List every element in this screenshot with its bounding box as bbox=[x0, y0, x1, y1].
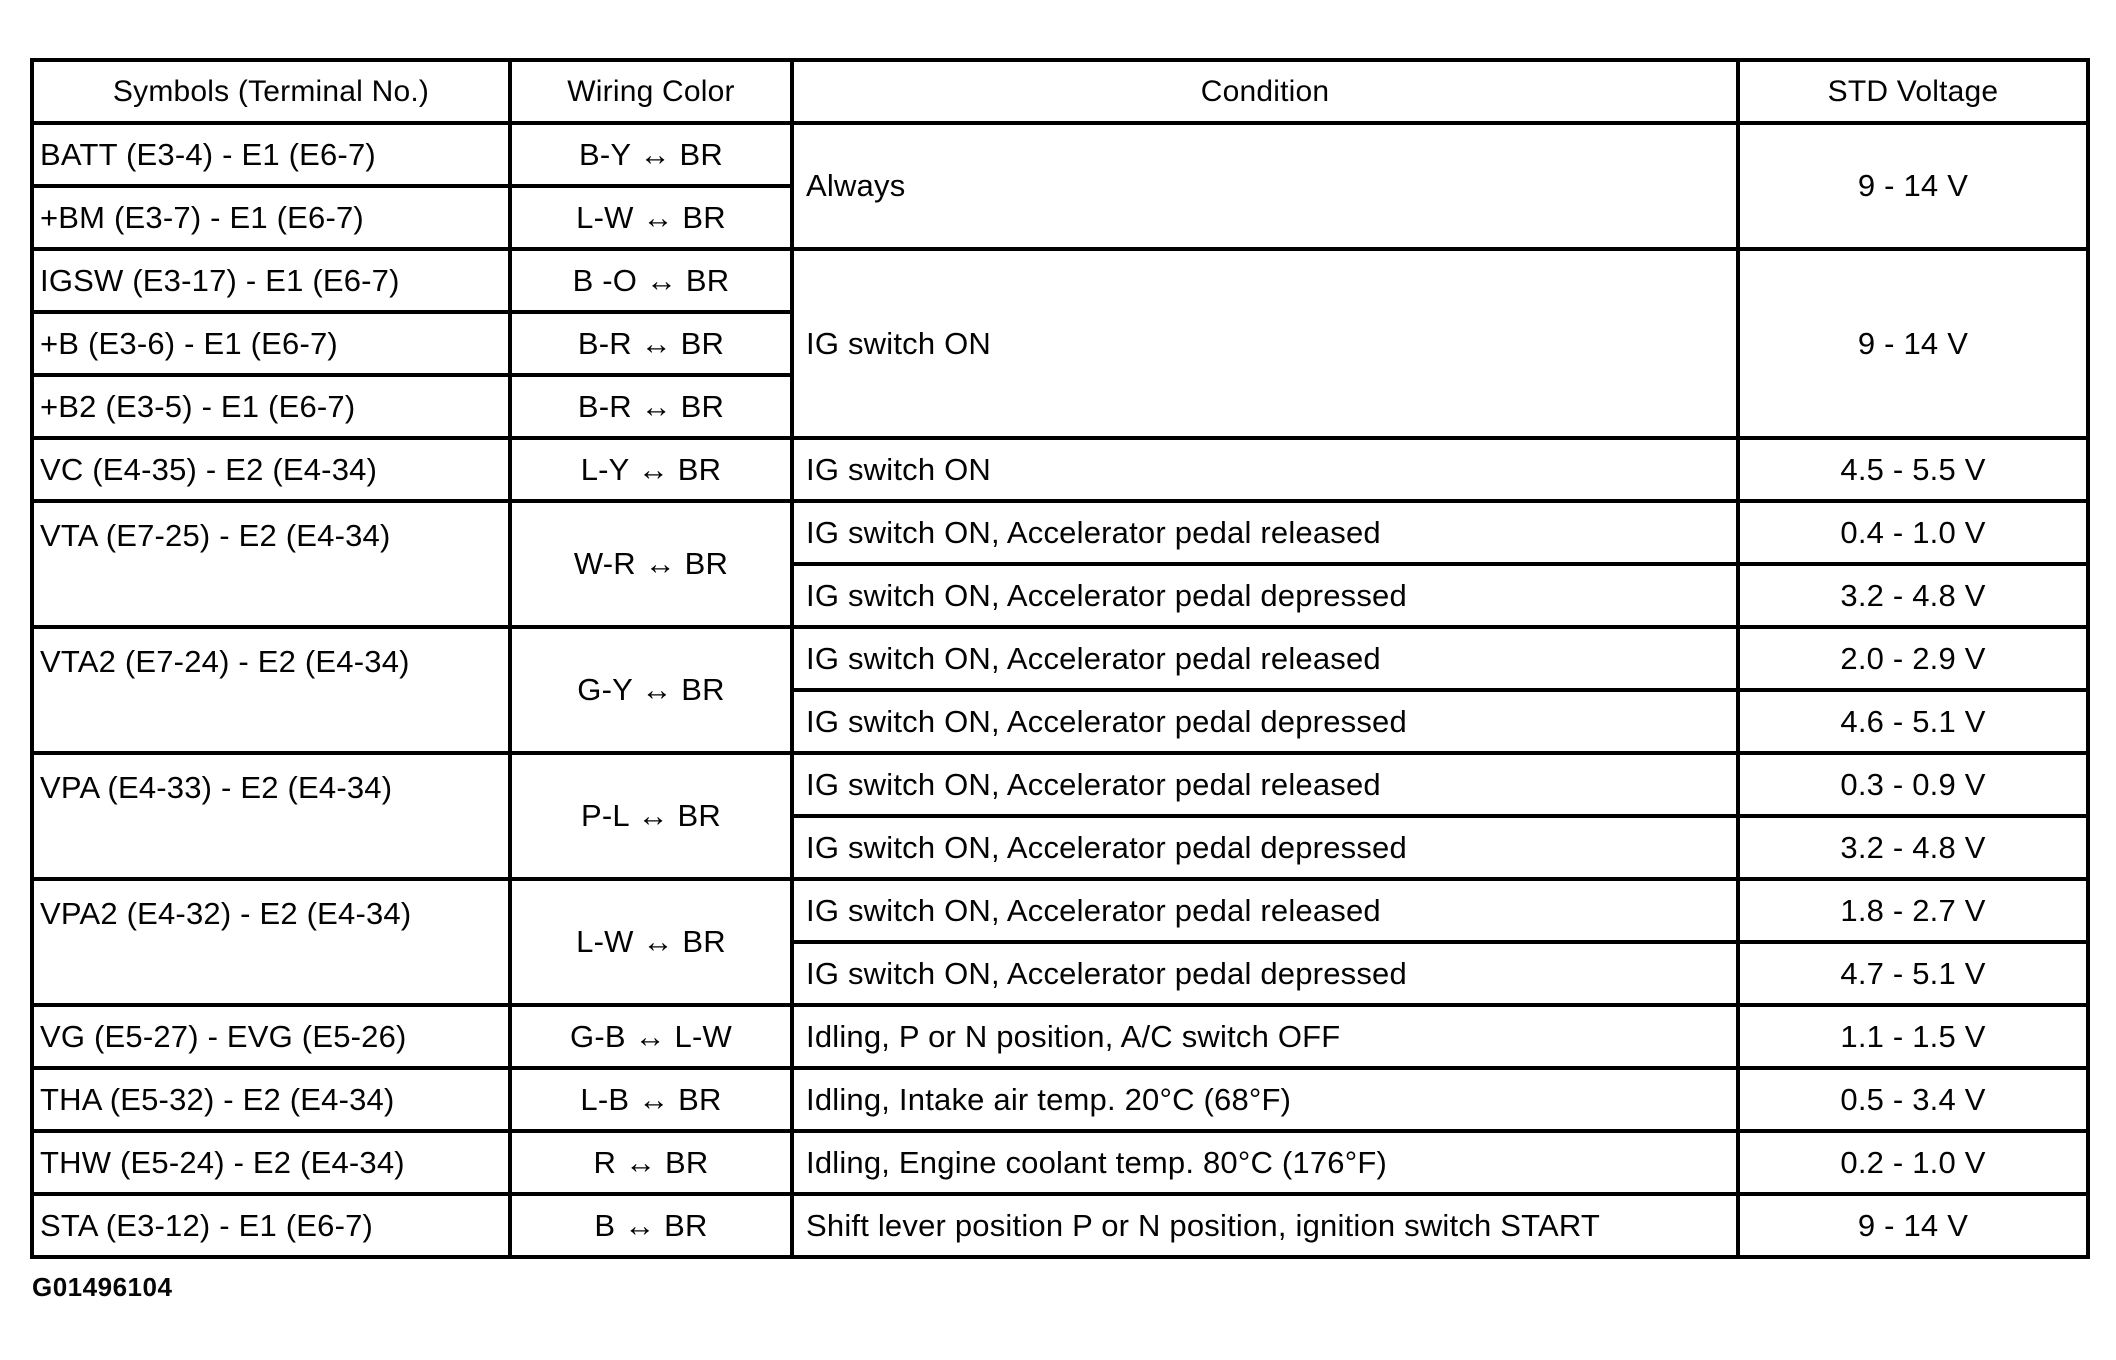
table-row: VPA2 (E4-32) - E2 (E4-34) L-W ↔ BR IG sw… bbox=[30, 877, 2090, 1007]
condition-cell: IG switch ON, Accelerator pedal released bbox=[790, 499, 1740, 566]
wiring-color-cell: P-L ↔ BR bbox=[508, 751, 794, 881]
symbol-cell: THW (E5-24) - E2 (E4-34) bbox=[30, 1129, 512, 1196]
table-row: IGSW (E3-17) - E1 (E6-7) B -O ↔ BR IG sw… bbox=[30, 247, 2090, 440]
wiring-color-cell: L-Y ↔ BR bbox=[508, 436, 794, 503]
condition-cell: IG switch ON bbox=[790, 247, 1740, 440]
table-row: +B (E3-6) - E1 (E6-7) B-R ↔ BR bbox=[30, 310, 2088, 377]
col-header-symbols: Symbols (Terminal No.) bbox=[30, 58, 512, 125]
voltage-cell: 1.8 - 2.7 V bbox=[1736, 877, 2090, 944]
wiring-color-cell: L-W ↔ BR bbox=[508, 877, 794, 1007]
symbol-cell: VTA2 (E7-24) - E2 (E4-34) bbox=[30, 625, 512, 755]
symbol-cell: THA (E5-32) - E2 (E4-34) bbox=[30, 1066, 512, 1133]
table-row: VC (E4-35) - E2 (E4-34) L-Y ↔ BR IG swit… bbox=[30, 436, 2090, 503]
condition-cell: Always bbox=[790, 121, 1740, 251]
condition-cell: IG switch ON, Accelerator pedal depresse… bbox=[790, 940, 1740, 1007]
wiring-color-cell: G-Y ↔ BR bbox=[508, 625, 794, 755]
condition-cell: Shift lever position P or N position, ig… bbox=[790, 1192, 1740, 1259]
wiring-color-cell: L-W ↔ BR bbox=[508, 184, 794, 251]
table-row: +B2 (E3-5) - E1 (E6-7) B-R ↔ BR bbox=[30, 373, 2088, 440]
table-row: STA (E3-12) - E1 (E6-7) B ↔ BR Shift lev… bbox=[30, 1192, 2090, 1259]
table-row: THW (E5-24) - E2 (E4-34) R ↔ BR Idling, … bbox=[30, 1129, 2090, 1196]
wiring-color-cell: B-R ↔ BR bbox=[508, 373, 794, 440]
voltage-cell: 9 - 14 V bbox=[1736, 247, 2090, 440]
condition-cell: IG switch ON bbox=[790, 436, 1740, 503]
condition-cell: IG switch ON, Accelerator pedal depresse… bbox=[790, 562, 1740, 629]
symbol-cell: VPA2 (E4-32) - E2 (E4-34) bbox=[30, 877, 512, 1007]
symbol-cell: +BM (E3-7) - E1 (E6-7) bbox=[30, 184, 512, 251]
condition-cell: IG switch ON, Accelerator pedal released bbox=[790, 625, 1740, 692]
wiring-color-cell: B -O ↔ BR bbox=[508, 247, 794, 314]
voltage-cell: 4.6 - 5.1 V bbox=[1736, 688, 2090, 755]
wiring-color-cell: B ↔ BR bbox=[508, 1192, 794, 1259]
table-row: IG switch ON, Accelerator pedal depresse… bbox=[32, 814, 2090, 881]
symbol-cell: VC (E4-35) - E2 (E4-34) bbox=[30, 436, 512, 503]
table-row: VG (E5-27) - EVG (E5-26) G-B ↔ L-W Idlin… bbox=[30, 1003, 2090, 1070]
figure-id-label: G01496104 bbox=[32, 1272, 173, 1302]
table-header-row: Symbols (Terminal No.) Wiring Color Cond… bbox=[30, 58, 2090, 125]
voltage-cell: 3.2 - 4.8 V bbox=[1736, 814, 2090, 881]
wiring-color-cell: W-R ↔ BR bbox=[508, 499, 794, 629]
table-row: THA (E5-32) - E2 (E4-34) L-B ↔ BR Idling… bbox=[30, 1066, 2090, 1133]
wiring-color-cell: R ↔ BR bbox=[508, 1129, 794, 1196]
condition-cell: IG switch ON, Accelerator pedal depresse… bbox=[790, 688, 1740, 755]
terminal-voltage-table: Symbols (Terminal No.) Wiring Color Cond… bbox=[30, 58, 2090, 1259]
col-header-wiring-color: Wiring Color bbox=[508, 58, 794, 125]
wiring-color-cell: B-R ↔ BR bbox=[508, 310, 794, 377]
table-row: IG switch ON, Accelerator pedal depresse… bbox=[32, 562, 2090, 629]
symbol-cell: +B (E3-6) - E1 (E6-7) bbox=[30, 310, 512, 377]
condition-cell: IG switch ON, Accelerator pedal released bbox=[790, 751, 1740, 818]
condition-cell: Idling, Intake air temp. 20°C (68°F) bbox=[790, 1066, 1740, 1133]
symbol-cell: VG (E5-27) - EVG (E5-26) bbox=[30, 1003, 512, 1070]
voltage-cell: 4.7 - 5.1 V bbox=[1736, 940, 2090, 1007]
voltage-cell: 0.3 - 0.9 V bbox=[1736, 751, 2090, 818]
table-row: BATT (E3-4) - E1 (E6-7) B-Y ↔ BR Always … bbox=[30, 121, 2090, 251]
table-row: +BM (E3-7) - E1 (E6-7) L-W ↔ BR bbox=[30, 184, 2088, 251]
voltage-cell: 2.0 - 2.9 V bbox=[1736, 625, 2090, 692]
col-header-std-voltage: STD Voltage bbox=[1736, 58, 2090, 125]
voltage-cell: 0.5 - 3.4 V bbox=[1736, 1066, 2090, 1133]
symbol-cell: IGSW (E3-17) - E1 (E6-7) bbox=[30, 247, 512, 314]
table-row: IG switch ON, Accelerator pedal depresse… bbox=[32, 940, 2090, 1007]
condition-cell: Idling, P or N position, A/C switch OFF bbox=[790, 1003, 1740, 1070]
table-row: VPA (E4-33) - E2 (E4-34) P-L ↔ BR IG swi… bbox=[30, 751, 2090, 881]
voltage-cell: 1.1 - 1.5 V bbox=[1736, 1003, 2090, 1070]
table-row: VTA2 (E7-24) - E2 (E4-34) G-Y ↔ BR IG sw… bbox=[30, 625, 2090, 755]
wiring-color-cell: L-B ↔ BR bbox=[508, 1066, 794, 1133]
wiring-color-cell: G-B ↔ L-W bbox=[508, 1003, 794, 1070]
voltage-cell: 0.2 - 1.0 V bbox=[1736, 1129, 2090, 1196]
symbol-cell: VTA (E7-25) - E2 (E4-34) bbox=[30, 499, 512, 629]
voltage-cell: 3.2 - 4.8 V bbox=[1736, 562, 2090, 629]
voltage-cell: 9 - 14 V bbox=[1736, 1192, 2090, 1259]
symbol-cell: VPA (E4-33) - E2 (E4-34) bbox=[30, 751, 512, 881]
col-header-condition: Condition bbox=[790, 58, 1740, 125]
condition-cell: Idling, Engine coolant temp. 80°C (176°F… bbox=[790, 1129, 1740, 1196]
condition-cell: IG switch ON, Accelerator pedal released bbox=[790, 877, 1740, 944]
voltage-cell: 0.4 - 1.0 V bbox=[1736, 499, 2090, 566]
symbol-cell: STA (E3-12) - E1 (E6-7) bbox=[30, 1192, 512, 1259]
symbol-cell: +B2 (E3-5) - E1 (E6-7) bbox=[30, 373, 512, 440]
symbol-cell: BATT (E3-4) - E1 (E6-7) bbox=[30, 121, 512, 188]
voltage-cell: 4.5 - 5.5 V bbox=[1736, 436, 2090, 503]
table-row: VTA (E7-25) - E2 (E4-34) W-R ↔ BR IG swi… bbox=[30, 499, 2090, 629]
wiring-color-cell: B-Y ↔ BR bbox=[508, 121, 794, 188]
voltage-cell: 9 - 14 V bbox=[1736, 121, 2090, 251]
table-row: IG switch ON, Accelerator pedal depresse… bbox=[32, 688, 2090, 755]
condition-cell: IG switch ON, Accelerator pedal depresse… bbox=[790, 814, 1740, 881]
